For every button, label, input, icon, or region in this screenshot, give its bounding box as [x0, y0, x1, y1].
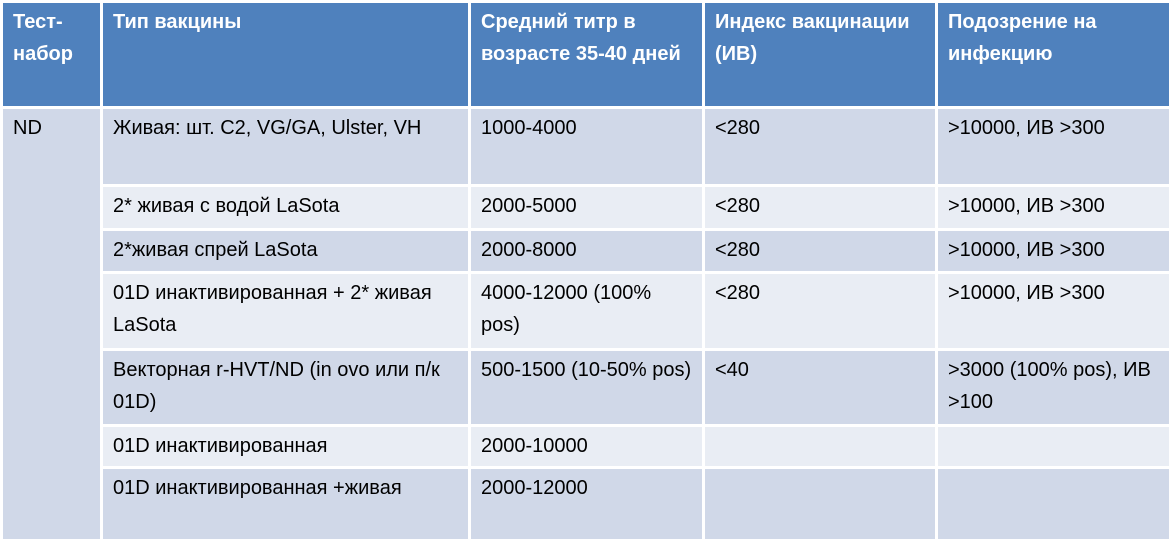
header-vaccination-index: Индекс вакцинации (ИВ) [702, 0, 938, 109]
table-row: 2* живая с водой LaSota 2000-5000 <280 >100… [2, 184, 1170, 231]
cell-vaccine-type: Живая: шт. C2, VG/GA, Ulster, VH [100, 106, 471, 187]
cell-infection-suspicion: >10000, ИВ >300 [935, 184, 1170, 231]
table-row: 01D инактивированная 2000-10000 [2, 424, 1170, 469]
cell-vaccination-index: <40 [702, 348, 938, 427]
cell-vaccination-index [702, 466, 938, 542]
table-row: 01D инактивированная + 2* живая LaSota 40… [2, 271, 1170, 351]
header-row: Тест-набор Тип вакцины Средний титр в во… [0, 0, 1170, 109]
cell-vaccination-index: <280 [702, 184, 938, 231]
cell-vaccine-type: 01D инактивированная [100, 424, 471, 469]
cell-vaccination-index [702, 424, 938, 469]
vaccine-titer-table: Тест-набор Тип вакцины Средний титр в во… [0, 0, 1170, 542]
cell-mean-titer: 500-1500 (10-50% pos) [468, 348, 705, 427]
table-row: Векторная r-HVT/ND (in ovo или п/к 01D) 5… [2, 348, 1170, 427]
table-row: 01D инактивированная +живая 2000-12000 [2, 466, 1170, 542]
cell-vaccine-type: 01D инактивированная +живая [100, 466, 471, 542]
header-mean-titer: Средний титр в возрасте 35-40 дней [468, 0, 705, 109]
cell-infection-suspicion [935, 424, 1170, 469]
cell-test-kit: ND [0, 106, 103, 542]
cell-infection-suspicion: >3000 (100% pos), ИВ >100 [935, 348, 1170, 427]
cell-mean-titer: 1000-4000 [468, 106, 705, 187]
cell-vaccine-type: 2* живая с водой LaSota [100, 184, 471, 231]
cell-infection-suspicion: >10000, ИВ >300 [935, 271, 1170, 351]
cell-vaccine-type: Векторная r-HVT/ND (in ovo или п/к 01D) [100, 348, 471, 427]
cell-infection-suspicion: >10000, ИВ >300 [935, 106, 1170, 187]
header-vaccine-type: Тип вакцины [100, 0, 471, 109]
cell-vaccination-index: <280 [702, 228, 938, 274]
cell-infection-suspicion: >10000, ИВ >300 [935, 228, 1170, 274]
cell-mean-titer: 4000-12000 (100% pos) [468, 271, 705, 351]
cell-mean-titer: 2000-5000 [468, 184, 705, 231]
cell-vaccine-type: 01D инактивированная + 2* живая LaSota [100, 271, 471, 351]
cell-vaccine-type: 2*живая спрей LaSota [100, 228, 471, 274]
table-row: ND Живая: шт. C2, VG/GA, Ulster, VH 1000-4… [0, 106, 1170, 542]
cell-mean-titer: 2000-8000 [468, 228, 705, 274]
cell-vaccination-index: <280 [702, 106, 938, 187]
header-infection-suspicion: Подозрение на инфекцию [935, 0, 1170, 109]
cell-infection-suspicion [935, 466, 1170, 542]
cell-mean-titer: 2000-12000 [468, 466, 705, 542]
header-test-kit: Тест-набор [0, 0, 103, 109]
cell-mean-titer: 2000-10000 [468, 424, 705, 469]
cell-vaccination-index: <280 [702, 271, 938, 351]
table-row: 2*живая спрей LaSota 2000-8000 <280 >10000,… [2, 228, 1170, 274]
